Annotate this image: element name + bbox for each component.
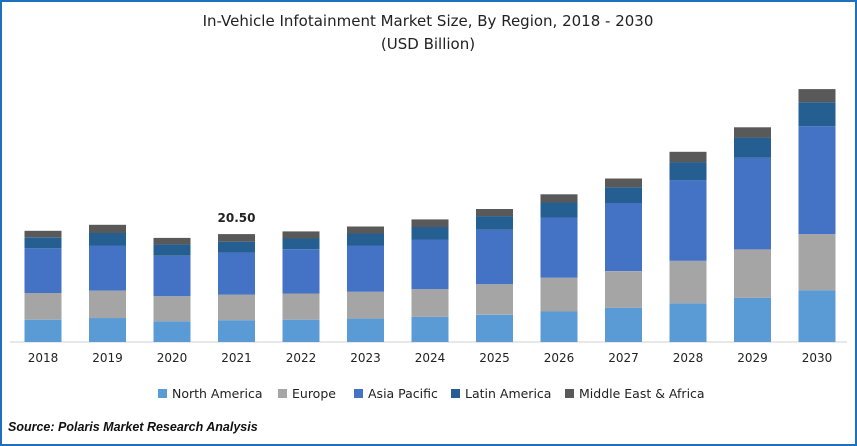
bar-asia-pacific-2021 [218, 252, 255, 295]
source-note: Source: Polaris Market Research Analysis [8, 420, 258, 434]
legend-swatch-latin-america [451, 389, 460, 398]
bar-latin-america-2021 [218, 241, 255, 253]
bar-europe-2019 [89, 290, 126, 319]
bar-europe-2026 [540, 277, 578, 312]
bar-asia-pacific-2019 [89, 245, 126, 291]
bar-asia-pacific-2027 [605, 203, 642, 272]
x-tick-label-2022: 2022 [286, 351, 317, 365]
legend-swatch-middle-east-africa [565, 389, 574, 398]
bar-middle-east-africa-2023 [347, 226, 384, 234]
bar-middle-east-africa-2025 [476, 209, 513, 217]
bar-north-america-2022 [282, 319, 320, 342]
bar-latin-america-2024 [411, 227, 449, 240]
legend-label-latin-america: Latin America [465, 386, 551, 401]
bar-asia-pacific-2029 [734, 157, 771, 250]
bar-middle-east-africa-2020 [153, 237, 191, 245]
bar-asia-pacific-2018 [24, 248, 62, 293]
bar-asia-pacific-2030 [798, 126, 836, 235]
bar-europe-2023 [347, 291, 384, 319]
bar-asia-pacific-2025 [476, 229, 513, 285]
bar-asia-pacific-2024 [411, 239, 449, 290]
bar-latin-america-2030 [798, 102, 836, 127]
x-tick-label-2027: 2027 [608, 351, 639, 365]
bar-europe-2028 [669, 260, 707, 304]
legend-swatch-europe [278, 389, 287, 398]
x-tick-label-2024: 2024 [415, 351, 446, 365]
legend-label-north-america: North America [172, 386, 263, 401]
x-tick-label-2019: 2019 [92, 351, 123, 365]
bar-latin-america-2027 [605, 187, 642, 203]
legend-swatch-asia-pacific [354, 389, 363, 398]
bar-north-america-2029 [734, 297, 771, 342]
bar-latin-america-2022 [282, 238, 320, 250]
legend-label-middle-east-africa: Middle East & Africa [579, 386, 705, 401]
legend-label-asia-pacific: Asia Pacific [368, 386, 438, 401]
bar-europe-2021 [218, 294, 255, 321]
bar-asia-pacific-2028 [669, 180, 707, 261]
x-tick-label-2026: 2026 [544, 351, 575, 365]
bar-latin-america-2018 [24, 237, 62, 249]
x-tick-label-2023: 2023 [350, 351, 381, 365]
x-tick-label-2018: 2018 [28, 351, 59, 365]
bar-latin-america-2019 [89, 233, 126, 246]
chart-subtitle: (USD Billion) [381, 35, 475, 53]
x-tick-label-2030: 2030 [802, 351, 833, 365]
bar-latin-america-2020 [153, 244, 191, 256]
bar-north-america-2028 [669, 303, 707, 342]
x-tick-label-2021: 2021 [221, 351, 252, 365]
bar-middle-east-africa-2030 [798, 89, 836, 103]
bar-europe-2027 [605, 271, 642, 308]
bar-middle-east-africa-2018 [24, 230, 62, 238]
bar-north-america-2026 [540, 311, 578, 342]
chart-title: In-Vehicle Infotainment Market Size, By … [203, 12, 654, 30]
bar-europe-2024 [411, 289, 449, 317]
bar-middle-east-africa-2019 [89, 224, 126, 233]
bar-north-america-2021 [218, 320, 255, 342]
data-label-2021: 20.50 [218, 211, 256, 225]
bar-europe-2018 [24, 292, 62, 320]
bar-latin-america-2028 [669, 162, 707, 181]
bar-north-america-2027 [605, 307, 642, 342]
x-tick-label-2029: 2029 [737, 351, 768, 365]
bar-latin-america-2026 [540, 202, 578, 218]
x-tick-label-2020: 2020 [157, 351, 188, 365]
bar-asia-pacific-2020 [153, 255, 191, 297]
bar-north-america-2020 [153, 321, 191, 342]
bar-north-america-2025 [476, 314, 513, 343]
bar-latin-america-2023 [347, 233, 384, 246]
bar-middle-east-africa-2022 [282, 231, 320, 239]
bar-europe-2020 [153, 296, 191, 322]
bar-asia-pacific-2026 [540, 217, 578, 278]
x-tick-label-2028: 2028 [673, 351, 704, 365]
bar-north-america-2024 [411, 316, 449, 342]
legend-swatch-north-america [158, 389, 167, 398]
bar-north-america-2019 [89, 318, 126, 342]
x-tick-label-2025: 2025 [479, 351, 510, 365]
bar-north-america-2030 [798, 290, 836, 342]
bar-europe-2029 [734, 249, 771, 298]
bar-middle-east-africa-2029 [734, 127, 771, 138]
bar-europe-2030 [798, 234, 836, 291]
bar-north-america-2023 [347, 318, 384, 342]
bar-middle-east-africa-2021 [218, 234, 255, 242]
legend-label-europe: Europe [292, 386, 336, 401]
bar-north-america-2018 [24, 319, 62, 342]
bar-middle-east-africa-2027 [605, 178, 642, 188]
bar-latin-america-2029 [734, 137, 771, 158]
bar-asia-pacific-2022 [282, 249, 320, 294]
bar-middle-east-africa-2026 [540, 194, 578, 203]
bar-latin-america-2025 [476, 216, 513, 230]
bar-asia-pacific-2023 [347, 245, 384, 292]
bar-middle-east-africa-2024 [411, 219, 449, 227]
bar-europe-2022 [282, 293, 320, 320]
bar-middle-east-africa-2028 [669, 151, 707, 163]
bar-europe-2025 [476, 284, 513, 315]
